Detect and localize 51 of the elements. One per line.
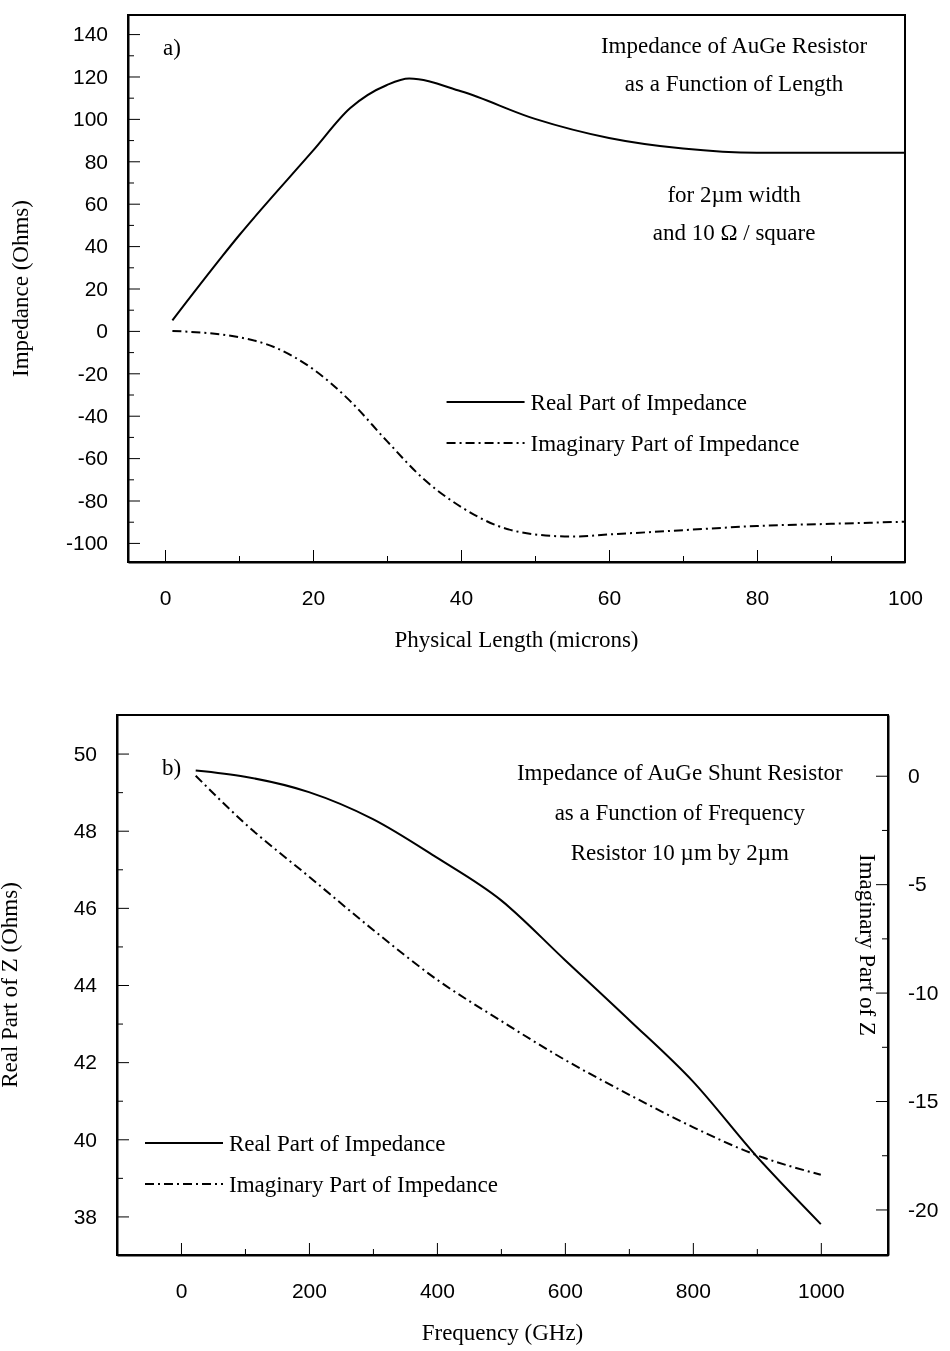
y-tick-label: -20 (77, 361, 108, 385)
y-tick-label: 140 (72, 22, 108, 46)
legend-label: Real Part of Impedance (530, 390, 748, 415)
x-tick-label: 40 (449, 585, 474, 609)
text: Impedance of AuGe Shunt Resistor as a Function of Frequency Resistor 10 µm by 2µm (516, 760, 844, 865)
y-tick-label: 38 (73, 1204, 97, 1228)
x-axis-title: Frequency (GHz) (421, 1320, 584, 1345)
y2-tick-label: -10 (908, 980, 939, 1004)
y-tick-label: 40 (84, 234, 108, 258)
text: Impedance of AuGe Resistor as a Function of Length (600, 33, 868, 96)
x-axis-title: Physical Length (microns) (394, 627, 639, 652)
y-axis-title: Impedance (Ohms) (8, 200, 33, 377)
x-tick-label: 200 (291, 1278, 327, 1302)
y-tick-label: -100 (65, 531, 108, 555)
y-axis-title: Real Part of Z (Ohms) (0, 882, 22, 1088)
legend-label: Imaginary Part of Impedance (530, 431, 800, 456)
y-tick-label: 42 (73, 1050, 97, 1074)
y-tick-label: 60 (84, 191, 108, 215)
y-tick-label: 44 (73, 973, 98, 997)
x-tick-label: 1000 (797, 1278, 845, 1302)
x-tick-label: 60 (597, 585, 622, 609)
y-tick-label: -80 (77, 488, 108, 512)
y-tick-label: 80 (84, 149, 108, 173)
annotation: b) (162, 755, 182, 780)
y-tick-label: 50 (73, 741, 97, 765)
y-tick-label: 48 (73, 818, 97, 842)
annotation: for 2µm width and 10 Ω / square (652, 182, 816, 245)
y-tick-label: 46 (73, 896, 97, 920)
x-tick-label: 800 (675, 1278, 711, 1302)
x-tick-label: 400 (419, 1278, 455, 1302)
legend-label: Imaginary Part of Impedance (229, 1172, 498, 1197)
x-tick-label: 100 (887, 585, 924, 609)
x-tick-label: 20 (301, 585, 326, 609)
annotation: a) (163, 35, 181, 60)
y-tick-label: -60 (77, 446, 108, 470)
y-tick-label: 20 (84, 276, 108, 300)
y-tick-label: 0 (96, 319, 108, 343)
y2-tick-label: -15 (908, 1089, 939, 1113)
x-tick-label: 0 (159, 585, 172, 609)
y2-tick-label: -20 (908, 1197, 939, 1221)
y2-tick-label: -5 (908, 872, 927, 896)
y2-tick-label: 0 (908, 763, 920, 787)
y-tick-label: -40 (77, 403, 108, 427)
y2-axis-title: Imaginary Part of Z (855, 853, 880, 1037)
legend-label: Real Part of Impedance (229, 1131, 446, 1156)
x-tick-label: 0 (175, 1278, 188, 1302)
y-tick-label: 120 (72, 64, 108, 88)
x-tick-label: 600 (547, 1278, 583, 1302)
x-tick-label: 80 (745, 585, 770, 609)
y-tick-label: 100 (72, 107, 108, 131)
y-tick-label: 40 (73, 1127, 97, 1151)
